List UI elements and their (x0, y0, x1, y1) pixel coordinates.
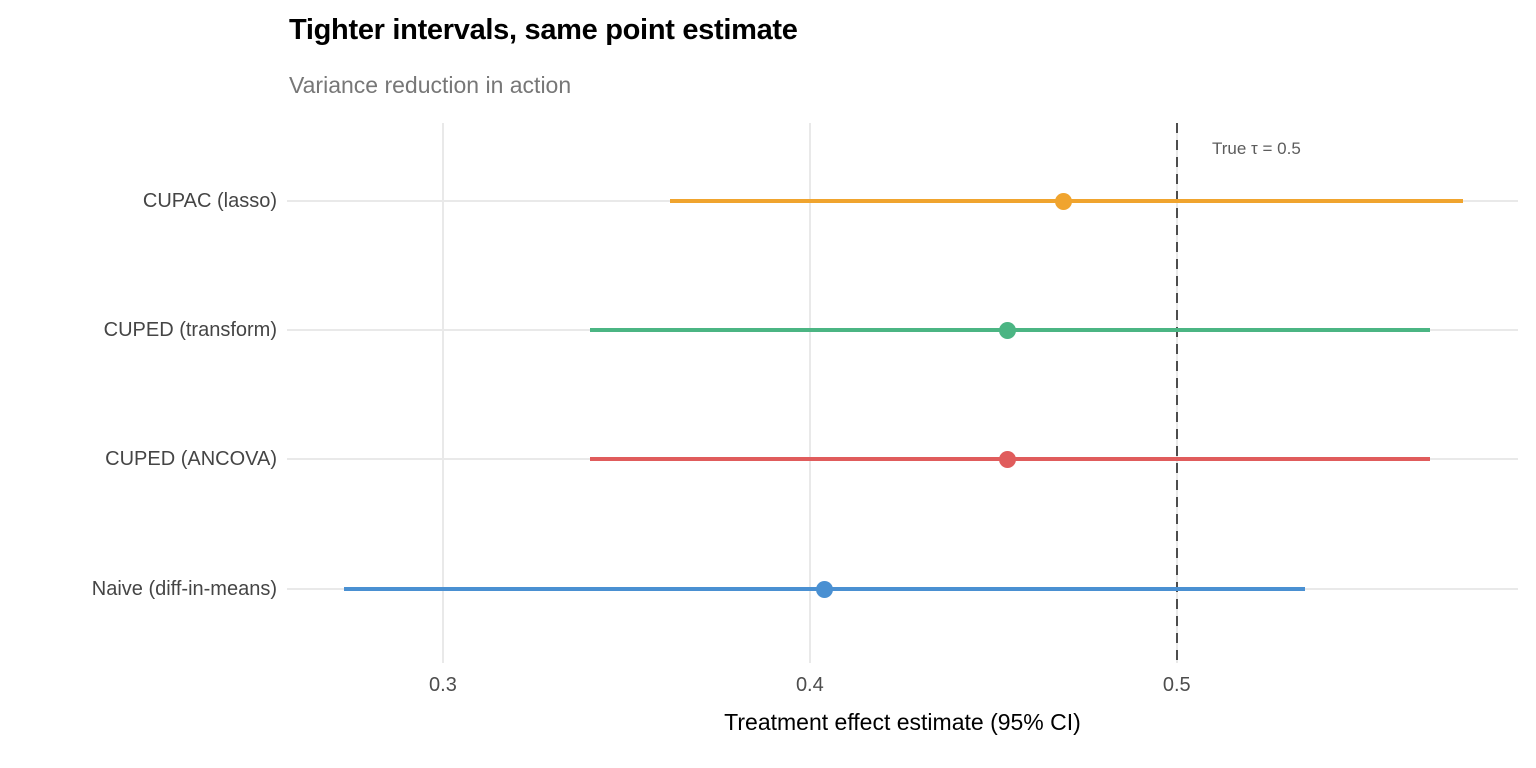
point-estimate (816, 580, 834, 598)
reference-line-label: True τ = 0.5 (1212, 139, 1301, 158)
x-axis-title: Treatment effect estimate (95% CI) (724, 709, 1081, 735)
chart-title: Tighter intervals, same point estimate (289, 14, 798, 46)
plot-panel (287, 123, 1518, 663)
y-axis-label: Naive (diff-in-means) (91, 578, 277, 600)
point-estimate (999, 450, 1017, 468)
y-axis-label: CUPED (transform) (103, 319, 277, 341)
x-gridline (441, 123, 444, 663)
y-axis-label: CUPED (ANCOVA) (105, 448, 277, 470)
point-estimate (999, 321, 1017, 339)
x-tick-label: 0.5 (1162, 674, 1191, 696)
reference-line (1175, 123, 1178, 663)
x-tick-label: 0.3 (429, 674, 457, 696)
x-gridline (808, 123, 811, 663)
chart-subtitle: Variance reduction in action (289, 72, 572, 98)
y-axis-label: CUPAC (lasso) (142, 190, 277, 212)
x-tick-label: 0.4 (795, 674, 824, 696)
point-estimate (1054, 192, 1072, 210)
